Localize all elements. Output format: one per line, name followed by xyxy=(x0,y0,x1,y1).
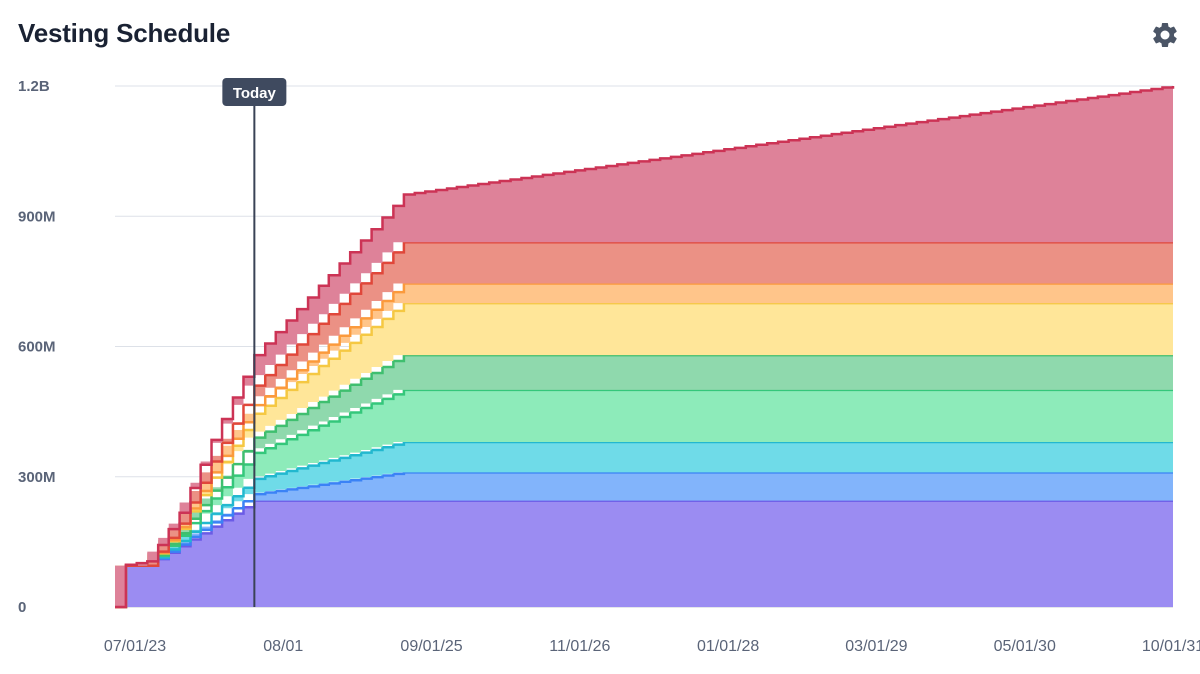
axes: 0 300M 600M 900M 1.2B 07/01/23 08/01 09/01/25 11… xyxy=(18,78,1200,655)
x-tick-label: 11/01/26 xyxy=(549,638,610,655)
x-tick-label: 09/01/25 xyxy=(400,638,462,655)
area-series xyxy=(115,86,1175,609)
series-area xyxy=(115,442,1173,607)
series-area xyxy=(115,500,1173,607)
y-tick-label: 0 xyxy=(18,599,26,616)
series-line xyxy=(115,388,1173,609)
gear-icon[interactable] xyxy=(1150,20,1180,50)
y-tick-label: 900M xyxy=(18,208,56,225)
today-label: Today xyxy=(233,85,277,102)
chart-header: Vesting Schedule xyxy=(0,0,1200,70)
series-area xyxy=(115,355,1173,607)
today-marker: Today xyxy=(222,78,287,607)
series-area xyxy=(115,242,1173,608)
series-area xyxy=(115,86,1173,607)
series-line xyxy=(115,86,1175,609)
series-line xyxy=(115,282,1173,609)
gear-icon-svg xyxy=(1153,22,1177,48)
series-area xyxy=(115,472,1173,607)
x-tick-label: 03/01/29 xyxy=(845,638,907,655)
x-tick-label: 07/01/23 xyxy=(104,638,166,655)
y-tick-label: 600M xyxy=(18,339,56,356)
x-tick-label: 10/01/31 xyxy=(1142,638,1200,655)
series-line xyxy=(115,440,1173,609)
x-tick-label: 05/01/30 xyxy=(994,638,1056,655)
x-tick-label: 08/01 xyxy=(263,638,303,655)
today-badge xyxy=(222,78,287,106)
chart-title: Vesting Schedule xyxy=(18,18,231,48)
series-area xyxy=(115,303,1173,607)
series-area xyxy=(115,389,1173,607)
y-tick-label: 300M xyxy=(18,469,56,486)
x-tick-label: 01/01/28 xyxy=(697,638,759,655)
y-tick-label: 1.2B xyxy=(18,78,50,95)
